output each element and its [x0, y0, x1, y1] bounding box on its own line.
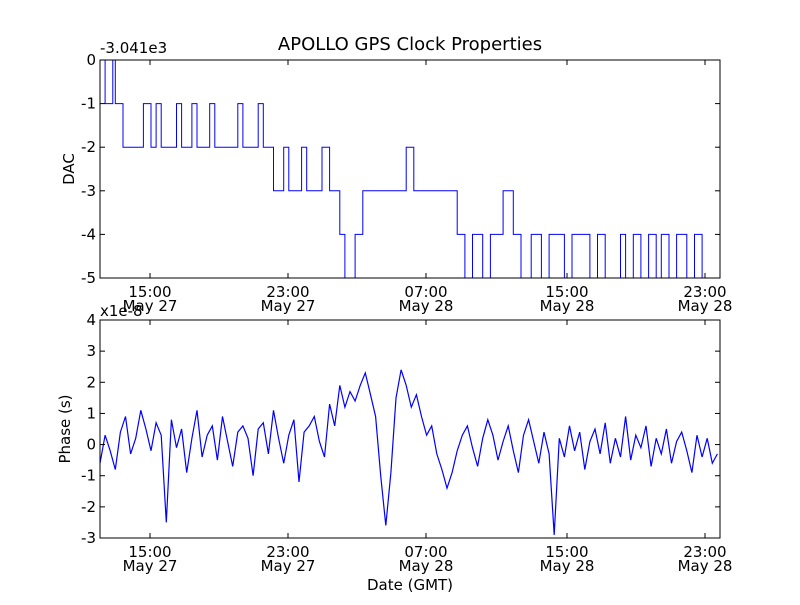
dac-y-tick-label: -2	[81, 138, 96, 156]
dac-y-tick-label: -3	[81, 182, 96, 200]
phase-y-tick-label: -3	[81, 529, 96, 547]
phase-x-tick-date: May 28	[678, 557, 733, 575]
phase-y-tick-label: 3	[86, 342, 96, 360]
dac-x-tick-date: May 28	[399, 297, 454, 315]
phase-x-tick-date: May 28	[399, 557, 454, 575]
phase-x-axis-label: Date (GMT)	[367, 576, 453, 594]
phase-y-tick-label: 4	[86, 311, 96, 329]
phase-y-tick-label: 1	[86, 404, 96, 422]
dac-y-tick-label: -1	[81, 95, 96, 113]
phase-x-tick-date: May 28	[540, 557, 595, 575]
chart-title: APOLLO GPS Clock Properties	[278, 34, 542, 55]
phase-y-tick-label: -1	[81, 467, 96, 485]
phase-x-tick-date: May 27	[123, 557, 178, 575]
phase-y-axis-label: Phase (s)	[56, 394, 74, 463]
dac-y-axis-label: DAC	[60, 153, 78, 185]
phase-y-tick-label: -2	[81, 498, 96, 516]
dac-offset-label: -3.041e3	[100, 39, 167, 57]
dac-y-tick-label: -5	[81, 269, 96, 287]
phase-offset-label: x1e-8	[100, 302, 143, 320]
phase-y-tick-label: 0	[86, 436, 96, 454]
dac-x-tick-date: May 27	[261, 297, 316, 315]
dac-x-tick-date: May 28	[540, 297, 595, 315]
dac-y-tick-label: 0	[86, 51, 96, 69]
phase-y-tick-label: 2	[86, 373, 96, 391]
dac-x-tick-date: May 28	[678, 297, 733, 315]
dac-y-tick-label: -4	[81, 225, 96, 243]
phase-x-tick-date: May 27	[261, 557, 316, 575]
